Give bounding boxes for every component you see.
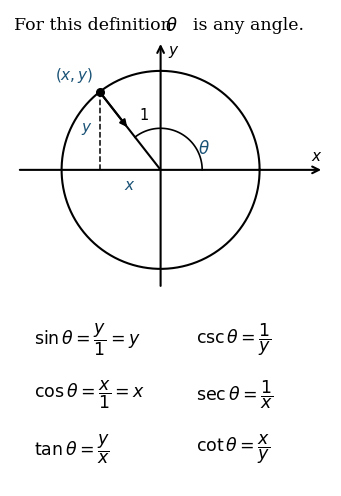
Text: is any angle.: is any angle.	[182, 17, 305, 34]
Text: $\cot\theta = \dfrac{x}{y}$: $\cot\theta = \dfrac{x}{y}$	[196, 432, 270, 466]
Text: $\cos\theta = \dfrac{x}{1} = x$: $\cos\theta = \dfrac{x}{1} = x$	[34, 378, 145, 411]
Text: $\sin\theta = \dfrac{y}{1} = y$: $\sin\theta = \dfrac{y}{1} = y$	[34, 321, 141, 358]
Text: $1$: $1$	[139, 107, 149, 123]
Text: $\csc\theta = \dfrac{1}{y}$: $\csc\theta = \dfrac{1}{y}$	[196, 321, 272, 358]
Text: $y$: $y$	[81, 122, 93, 137]
Text: $(x, y)$: $(x, y)$	[55, 66, 94, 85]
Text: $x$: $x$	[311, 150, 323, 164]
Text: For this definition: For this definition	[14, 17, 177, 34]
Text: $y$: $y$	[167, 44, 179, 60]
Text: $\sec\theta = \dfrac{1}{x}$: $\sec\theta = \dfrac{1}{x}$	[196, 378, 273, 411]
Text: $\tan\theta = \dfrac{y}{x}$: $\tan\theta = \dfrac{y}{x}$	[34, 432, 110, 466]
Text: $\theta$: $\theta$	[198, 140, 210, 158]
Text: $x$: $x$	[124, 179, 136, 193]
Text: $\theta$: $\theta$	[165, 17, 178, 35]
